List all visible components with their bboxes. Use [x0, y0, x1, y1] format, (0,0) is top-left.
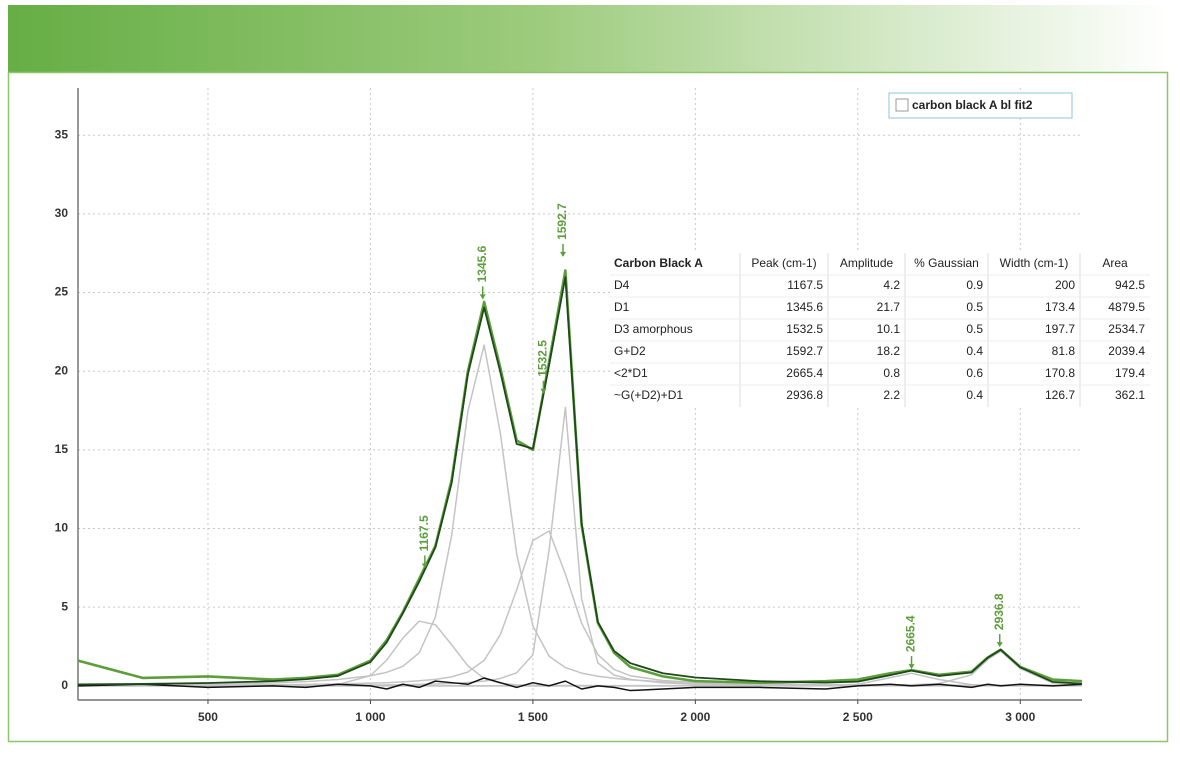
fit-line — [78, 650, 1083, 687]
table-header: Width (cm-1) — [1000, 256, 1069, 270]
table-cell: 10.1 — [877, 322, 901, 336]
fit-line — [77, 276, 1083, 686]
annotation-label: 1592.7 — [555, 203, 569, 240]
table-header: Carbon Black A — [614, 256, 703, 270]
annotation-arrowhead — [908, 664, 915, 670]
table-cell: 2.2 — [883, 388, 900, 402]
x-tick-label: 1 000 — [355, 710, 385, 724]
header-band — [8, 5, 1170, 72]
table-cell: 81.8 — [1052, 344, 1076, 358]
fit-line — [78, 406, 1082, 687]
table-cell: 942.5 — [1115, 278, 1145, 292]
annotation-arrowhead — [479, 294, 486, 300]
table-cell: 126.7 — [1045, 388, 1075, 402]
y-tick-label: 15 — [55, 442, 69, 456]
table-cell: 2534.7 — [1108, 322, 1145, 336]
table-cell: 2039.4 — [1108, 344, 1145, 358]
fit-line — [77, 677, 1083, 692]
y-tick-label: 10 — [55, 521, 69, 535]
y-tick-label: 30 — [55, 206, 69, 220]
table-cell: 0.5 — [966, 300, 983, 314]
y-tick-label: 25 — [55, 285, 69, 299]
table-cell: 0.9 — [966, 278, 983, 292]
table-cell: 179.4 — [1115, 366, 1145, 380]
annotation-label: 1167.5 — [417, 515, 431, 551]
table-cell: D1 — [614, 300, 630, 314]
table-cell: 1167.5 — [787, 278, 823, 292]
table-cell: 0.8 — [883, 366, 900, 380]
table-cell: 197.7 — [1045, 322, 1075, 336]
table-cell: 18.2 — [877, 344, 901, 358]
annotation-label: 1532.5 — [536, 340, 550, 377]
table-cell: 170.8 — [1045, 366, 1075, 380]
y-tick-label: 35 — [55, 127, 69, 141]
y-tick-label: 20 — [55, 363, 69, 377]
table-cell: 173.4 — [1045, 300, 1075, 314]
annotation-arrowhead — [421, 563, 428, 569]
annotation-arrowhead — [540, 388, 547, 394]
table-cell: D3 amorphous — [614, 322, 693, 336]
table-header: Peak (cm-1) — [751, 256, 816, 270]
x-tick-label: 2 000 — [680, 710, 710, 724]
annotation-label: 2665.4 — [904, 615, 918, 652]
fit-line — [77, 530, 1082, 687]
x-tick-label: 500 — [198, 710, 218, 724]
table-cell: 0.4 — [966, 344, 983, 358]
table-cell: 0.5 — [966, 322, 983, 336]
table-cell: 1532.5 — [786, 322, 823, 336]
table-cell: 200 — [1055, 278, 1075, 292]
table-cell: 0.6 — [966, 366, 983, 380]
x-tick-label: 1 500 — [518, 710, 548, 724]
plot-area: 0 5 10 15 20 25 30 35 500 1 000 1 500 2 000 2 500 3 0… — [55, 88, 1150, 724]
table-cell: D4 — [614, 278, 630, 292]
table-cell: 1592.7 — [786, 344, 823, 358]
table-cell: 21.7 — [877, 300, 901, 314]
table-cell: 362.1 — [1115, 388, 1145, 402]
y-tick-label: 5 — [61, 599, 68, 613]
legend-box — [888, 92, 1073, 119]
annotation-label: 2936.8 — [992, 593, 1006, 630]
table-cell: <2*D1 — [614, 366, 648, 380]
table-cell: 4879.5 — [1108, 300, 1145, 314]
y-tick-label: 0 — [61, 678, 68, 692]
table-cell: 4.2 — [883, 278, 900, 292]
annotation-arrowhead — [996, 642, 1003, 648]
annotation-arrowhead — [560, 251, 567, 257]
x-tick-label: 2 500 — [843, 710, 873, 724]
table-header: Amplitude — [840, 256, 894, 270]
table-cell: ~G(+D2)+D1 — [614, 388, 683, 402]
table-cell: G+D2 — [614, 344, 646, 358]
table-cell: 2936.8 — [786, 388, 823, 402]
table-background — [610, 253, 1150, 407]
annotation-label: 1345.6 — [475, 245, 489, 282]
legend-label: carbon black A bl fit2 — [912, 98, 1033, 112]
table-cell: 1345.6 — [786, 300, 823, 314]
legend-swatch — [895, 98, 909, 112]
table-cell: 2665.4 — [786, 366, 823, 380]
x-tick-label: 3 000 — [1005, 710, 1035, 724]
table-cell: 0.4 — [966, 388, 983, 402]
frame — [7, 71, 1169, 743]
table-header: % Gaussian — [914, 256, 979, 270]
table-header: Area — [1102, 256, 1128, 270]
